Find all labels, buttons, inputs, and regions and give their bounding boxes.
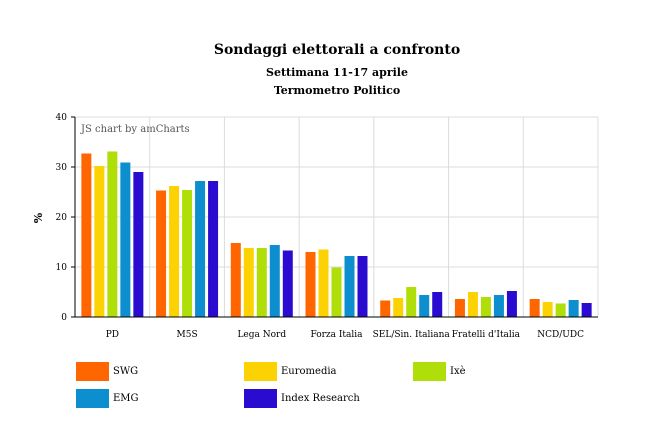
legend-label: Index Research [281, 393, 360, 404]
bar-emg-6[interactable] [568, 300, 579, 317]
chart-credit[interactable]: JS chart by amCharts [80, 124, 190, 135]
x-tick-label: Lega Nord [237, 330, 286, 340]
legend-item-euromedia[interactable]: Euromedia [244, 362, 337, 381]
x-tick-label: PD [106, 330, 119, 340]
bar-ix--5[interactable] [480, 297, 491, 317]
legend-swatch [244, 389, 277, 408]
bar-euromedia-4[interactable] [393, 298, 404, 317]
bar-swg-1[interactable] [156, 190, 167, 318]
bar-ix--3[interactable] [331, 267, 342, 318]
bar-euromedia-0[interactable] [94, 166, 105, 317]
bar-emg-2[interactable] [269, 245, 280, 317]
x-tick-label: Forza Italia [310, 330, 363, 340]
x-tick-label: Fratelli d'Italia [452, 330, 521, 340]
bar-ix--6[interactable] [555, 303, 566, 318]
bar-index-research-5[interactable] [506, 291, 517, 317]
bar-euromedia-1[interactable] [169, 186, 180, 317]
bar-ix--1[interactable] [182, 190, 193, 317]
x-tick-label: NCD/UDC [537, 330, 584, 340]
bar-swg-2[interactable] [230, 243, 241, 317]
bar-index-research-2[interactable] [282, 250, 293, 318]
tick-labels: 0 10 20 30 40 PD M5S Lega Nord Forza Italia SEL/S… [56, 113, 585, 340]
legend-label: Euromedia [281, 366, 337, 377]
bar-emg-4[interactable] [419, 295, 430, 317]
bar-swg-5[interactable] [454, 299, 465, 317]
bar-index-research-4[interactable] [432, 292, 443, 317]
chart-subtitle-2: Termometro Politico [274, 84, 400, 97]
bar-euromedia-6[interactable] [542, 302, 553, 317]
bar-ix--2[interactable] [256, 248, 267, 317]
bar-swg-6[interactable] [529, 299, 540, 317]
bar-euromedia-3[interactable] [318, 249, 329, 318]
x-tick-label: M5S [177, 330, 198, 340]
y-tick-label: 10 [56, 263, 68, 273]
legend-label: SWG [113, 366, 139, 377]
chart-title: Sondaggi elettorali a confronto [214, 42, 460, 58]
legend-label: EMG [113, 393, 139, 404]
y-tick-label: 30 [56, 163, 68, 173]
bar-euromedia-2[interactable] [243, 248, 254, 317]
legend-swatch [76, 362, 109, 381]
legend-item-emg[interactable]: EMG [76, 389, 139, 408]
bar-euromedia-5[interactable] [467, 292, 478, 317]
bar-ix--4[interactable] [406, 287, 417, 317]
bar-swg-3[interactable] [305, 252, 316, 317]
bars-group [81, 151, 592, 318]
axes [71, 116, 598, 318]
bar-emg-5[interactable] [493, 295, 504, 317]
y-tick-label: 0 [61, 313, 67, 323]
bar-index-research-1[interactable] [208, 181, 219, 317]
bar-index-research-0[interactable] [133, 172, 144, 317]
legend-label: Ixè [450, 366, 466, 377]
y-tick-label: 20 [56, 213, 68, 223]
bar-emg-3[interactable] [344, 256, 355, 317]
bar-emg-0[interactable] [120, 162, 131, 318]
bar-swg-4[interactable] [380, 300, 391, 318]
bar-index-research-3[interactable] [357, 256, 368, 317]
legend-swatch [244, 362, 277, 381]
chart-subtitle: Settimana 11-17 aprile [266, 66, 408, 79]
y-axis-label: % [32, 212, 45, 223]
bar-index-research-6[interactable] [581, 303, 592, 317]
bar-swg-0[interactable] [81, 153, 92, 318]
y-tick-label: 40 [56, 113, 68, 123]
legend-swatch [76, 389, 109, 408]
x-tick-label: SEL/Sin. Italiana [373, 330, 451, 340]
legend-item-ix-[interactable]: Ixè [413, 362, 466, 381]
bar-emg-1[interactable] [195, 181, 206, 317]
legend-swatch [413, 362, 446, 381]
legend-item-index-research[interactable]: Index Research [244, 389, 360, 408]
legend-item-swg[interactable]: SWG [76, 362, 138, 381]
bar-ix--0[interactable] [107, 151, 118, 318]
